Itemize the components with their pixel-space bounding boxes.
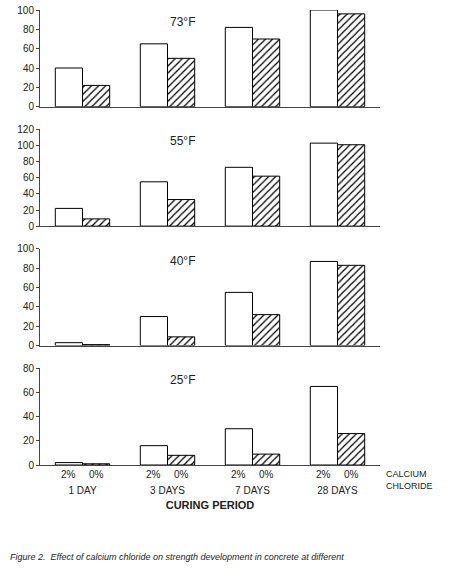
svg-text:20: 20 [23,82,35,93]
svg-text:0%: 0% [174,469,189,480]
svg-text:2%: 2% [61,469,76,480]
svg-text:40°F: 40°F [170,254,195,268]
svg-text:80: 80 [23,363,35,374]
svg-text:100: 100 [17,243,34,254]
svg-text:20: 20 [23,205,35,216]
svg-text:7 DAYS: 7 DAYS [235,485,270,496]
svg-text:40: 40 [23,63,35,74]
svg-text:0: 0 [28,221,34,232]
svg-text:40: 40 [23,411,35,422]
svg-text:73°F: 73°F [170,15,195,29]
svg-text:3 DAYS: 3 DAYS [150,485,185,496]
svg-text:2%: 2% [146,469,161,480]
svg-text:0%: 0% [344,469,359,480]
svg-text:0%: 0% [259,469,274,480]
svg-text:CURING PERIOD: CURING PERIOD [166,499,255,511]
svg-text:100: 100 [17,140,34,151]
svg-text:40: 40 [23,301,35,312]
svg-text:0: 0 [28,460,34,471]
svg-text:CALCIUMCHLORIDE: CALCIUMCHLORIDE [386,469,433,491]
svg-text:40: 40 [23,188,35,199]
svg-text:0: 0 [28,340,34,351]
svg-text:20: 20 [23,321,35,332]
svg-text:55°F: 55°F [170,134,195,148]
svg-text:0%: 0% [89,469,104,480]
svg-text:Figure 2. Effect of calcium c: Figure 2. Effect of calcium chloride on … [10,552,344,562]
svg-text:80: 80 [23,156,35,167]
svg-text:1 DAY: 1 DAY [68,485,96,496]
svg-text:60: 60 [23,43,35,54]
svg-text:60: 60 [23,282,35,293]
svg-text:25°F: 25°F [170,373,195,387]
svg-text:20: 20 [23,435,35,446]
svg-text:60: 60 [23,172,35,183]
svg-text:80: 80 [23,263,35,274]
svg-text:2%: 2% [316,469,331,480]
svg-text:80: 80 [23,24,35,35]
svg-text:28 DAYS: 28 DAYS [317,485,358,496]
svg-text:120: 120 [17,124,34,135]
svg-text:2%: 2% [231,469,246,480]
svg-text:100: 100 [17,5,34,16]
svg-text:0: 0 [28,101,34,112]
svg-text:60: 60 [23,387,35,398]
